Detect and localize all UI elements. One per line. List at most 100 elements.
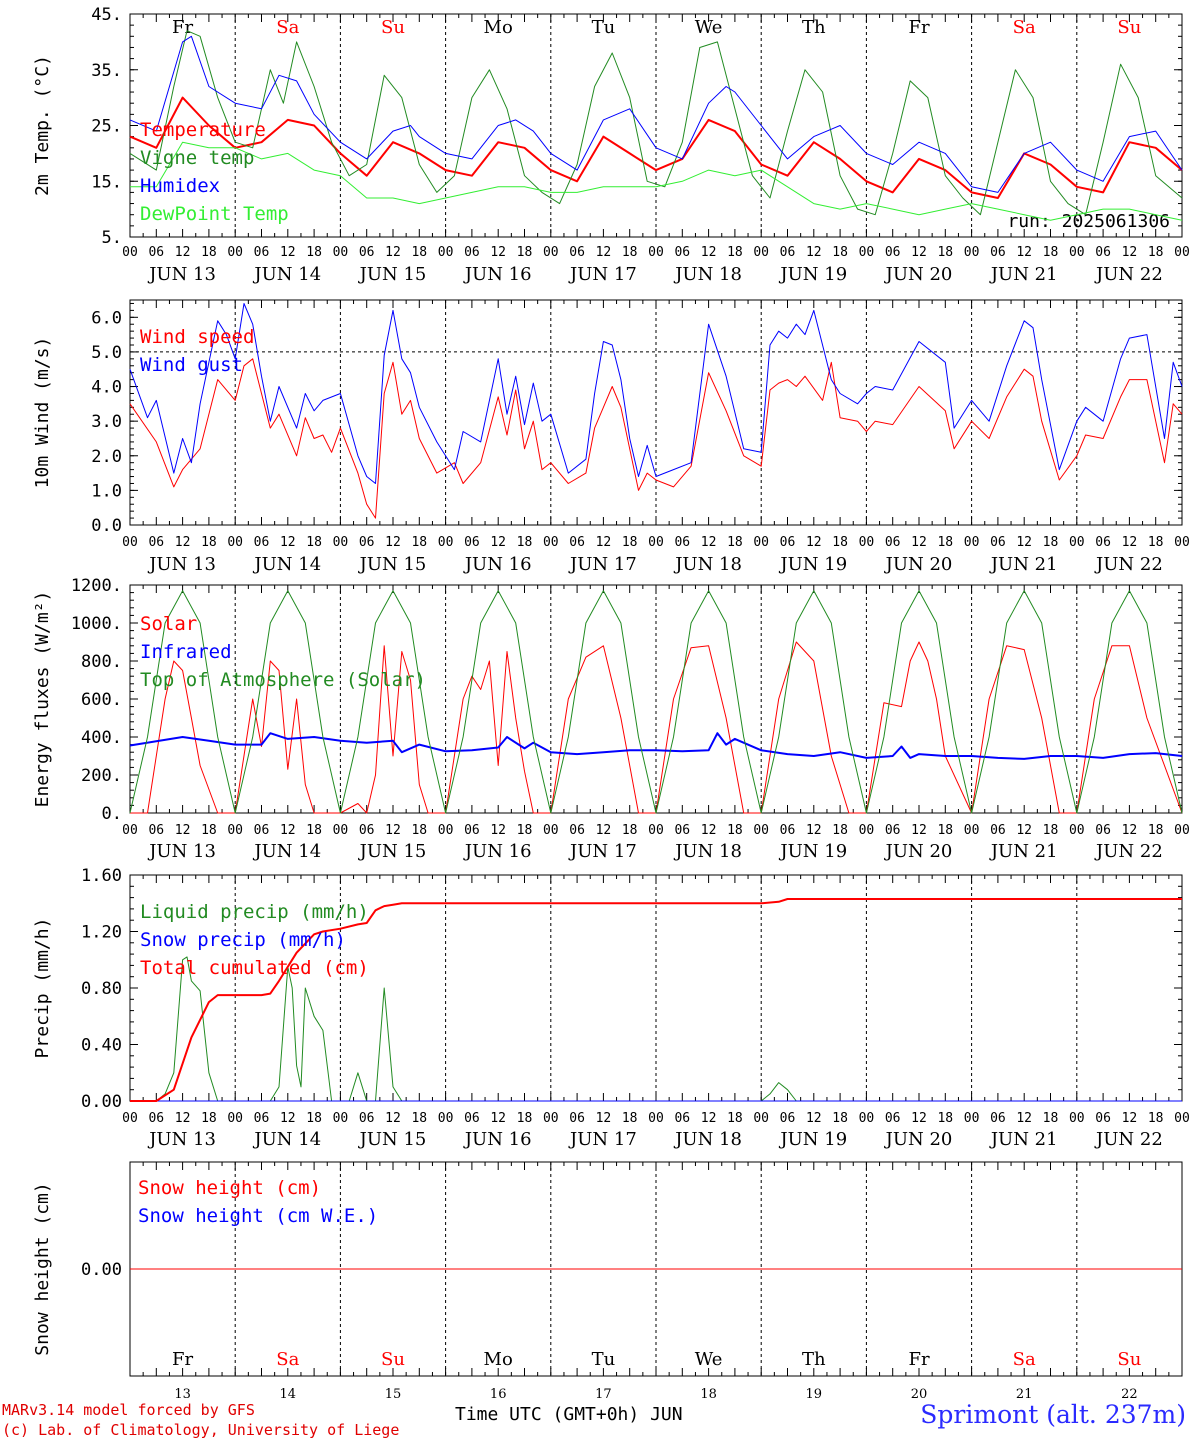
x-day-label: JUN 18 <box>673 1129 742 1150</box>
y-tick-label: 1.60 <box>81 866 122 886</box>
bottom-day-name: Sa <box>276 1349 299 1370</box>
x-day-label: JUN 14 <box>252 554 321 575</box>
y-tick-label: 45. <box>91 5 122 25</box>
x-hour-label: 18 <box>832 535 848 550</box>
x-hour-label: 12 <box>701 823 717 838</box>
x-hour-label: 06 <box>1095 535 1111 550</box>
x-day-label: JUN 19 <box>778 1129 847 1150</box>
x-day-label: JUN 15 <box>358 841 427 862</box>
x-day-label: JUN 20 <box>884 554 953 575</box>
x-hour-label: 00 <box>438 245 454 260</box>
x-hour-label: 00 <box>1069 823 1085 838</box>
day-name: Sa <box>276 17 299 38</box>
bottom-day-number: 16 <box>490 1387 507 1402</box>
x-hour-label: 12 <box>280 823 296 838</box>
x-hour-label: 12 <box>280 535 296 550</box>
x-hour-label: 12 <box>385 1111 401 1126</box>
x-hour-label: 06 <box>674 823 690 838</box>
x-hour-label: 00 <box>1174 823 1190 838</box>
x-hour-label: 12 <box>175 245 191 260</box>
x-day-label: JUN 16 <box>463 264 532 285</box>
panel-4: 0.00 0.40 0.80 1.20 1.60 Precip (mm/h) Liquid … <box>32 866 1190 1150</box>
x-day-label: JUN 21 <box>989 264 1058 285</box>
x-hour-label: 06 <box>148 823 164 838</box>
series-line-temperature <box>129 96 1183 199</box>
x-hour-label: 12 <box>1016 823 1032 838</box>
panel-1: 5. 15. 25. 35. 45. 2m Temp. (°C) Fr Sa Su Mo Tu We T… <box>32 5 1190 285</box>
x-hour-label: 12 <box>1122 245 1138 260</box>
x-hour-label: 18 <box>1148 535 1164 550</box>
x-hour-label: 12 <box>596 1111 612 1126</box>
x-hour-label: 00 <box>227 245 243 260</box>
x-hour-label: 06 <box>464 823 480 838</box>
x-hour-label: 18 <box>622 823 638 838</box>
x-hour-label: 18 <box>622 535 638 550</box>
x-day-label: JUN 15 <box>358 264 427 285</box>
y-tick-label: 4.0 <box>91 378 122 398</box>
series-line-dewpoint-temp <box>130 141 1183 221</box>
day-name: Mo <box>484 17 513 38</box>
bottom-day-number: 13 <box>174 1387 191 1402</box>
x-hour-label: 12 <box>490 245 506 260</box>
x-hour-label: 18 <box>832 1111 848 1126</box>
x-hour-label: 06 <box>569 535 585 550</box>
series-line-humidex <box>129 35 1183 193</box>
x-day-label: JUN 20 <box>884 841 953 862</box>
x-hour-label: 06 <box>464 535 480 550</box>
y-tick-label: 800. <box>81 652 122 672</box>
x-hour-label: 06 <box>254 1111 270 1126</box>
x-hour-label: 00 <box>543 1111 559 1126</box>
x-day-label: JUN 22 <box>1094 1129 1163 1150</box>
bottom-day-number: 22 <box>1121 1387 1138 1402</box>
y-axis-label: Energy fluxes (W/m²) <box>32 591 53 808</box>
x-hour-label: 00 <box>859 535 875 550</box>
x-hour-label: 18 <box>622 245 638 260</box>
x-hour-label: 12 <box>911 535 927 550</box>
panel-2: 0.0 1.0 2.0 3.0 4.0 5.0 6.0 10m Wind (m/s) Wind … <box>32 299 1190 575</box>
legend-entry: Snow precip (mm/h) <box>140 929 346 951</box>
x-hour-label: 18 <box>1043 245 1059 260</box>
y-tick-label: 0.80 <box>81 979 122 999</box>
x-day-label: JUN 14 <box>252 264 321 285</box>
x-day-label: JUN 17 <box>568 1129 637 1150</box>
x-hour-label: 18 <box>1043 535 1059 550</box>
x-hour-label: 18 <box>1148 823 1164 838</box>
x-hour-label: 06 <box>148 1111 164 1126</box>
x-hour-label: 00 <box>859 1111 875 1126</box>
x-hour-label: 06 <box>148 535 164 550</box>
x-hour-label: 00 <box>648 245 664 260</box>
bottom-day-number: 15 <box>385 1387 402 1402</box>
y-tick-label: 1200. <box>71 576 122 596</box>
x-hour-label: 12 <box>1122 823 1138 838</box>
legend-entry: Snow height (cm W.E.) <box>138 1205 378 1227</box>
bottom-day-name: Th <box>802 1349 826 1370</box>
x-hour-label: 06 <box>990 823 1006 838</box>
x-hour-label: 00 <box>333 823 349 838</box>
x-hour-label: 12 <box>911 823 927 838</box>
x-hour-label: 06 <box>674 1111 690 1126</box>
x-hour-label: 18 <box>727 245 743 260</box>
legend-entry: Vigne temp <box>140 147 254 169</box>
x-hour-label: 12 <box>490 535 506 550</box>
x-hour-label: 06 <box>780 535 796 550</box>
x-hour-label: 12 <box>806 245 822 260</box>
series-line-infrared <box>129 732 1183 760</box>
x-hour-label: 18 <box>411 823 427 838</box>
y-tick-label: 15. <box>91 172 122 192</box>
x-hour-label: 00 <box>122 823 138 838</box>
x-hour-label: 18 <box>1043 1111 1059 1126</box>
x-hour-label: 18 <box>517 535 533 550</box>
x-day-label: JUN 22 <box>1094 264 1163 285</box>
bottom-day-name: Fr <box>172 1349 193 1370</box>
x-hour-label: 18 <box>517 823 533 838</box>
x-day-label: JUN 14 <box>252 841 321 862</box>
x-hour-label: 12 <box>490 823 506 838</box>
x-hour-label: 06 <box>780 823 796 838</box>
x-hour-label: 12 <box>1016 245 1032 260</box>
x-hour-label: 12 <box>806 535 822 550</box>
day-name: Fr <box>172 17 193 38</box>
x-hour-label: 06 <box>780 245 796 260</box>
x-hour-label: 06 <box>148 245 164 260</box>
x-hour-label: 00 <box>1174 535 1190 550</box>
y-axis-label: Precip (mm/h) <box>32 918 53 1059</box>
